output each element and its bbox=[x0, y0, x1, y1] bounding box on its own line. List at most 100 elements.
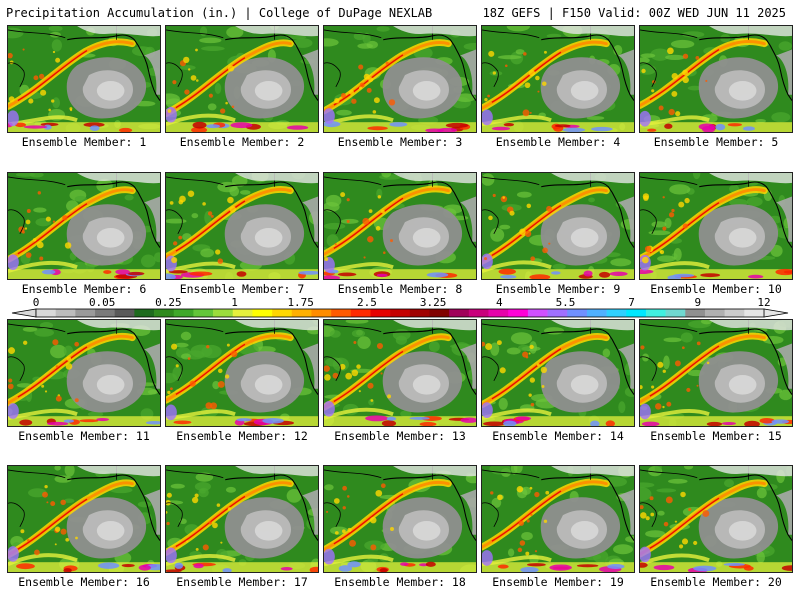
precip-map-image bbox=[482, 26, 634, 132]
colorbar-tick-label: 5.5 bbox=[556, 296, 576, 309]
ensemble-member-panel bbox=[481, 465, 635, 573]
ensemble-member-label: Ensemble Member: 8 bbox=[337, 282, 463, 296]
ensemble-member-panel bbox=[165, 172, 319, 280]
ensemble-member-panel bbox=[7, 465, 161, 573]
colorbar-swatch bbox=[665, 309, 686, 317]
ensemble-member-panel bbox=[7, 172, 161, 280]
ensemble-member-panel bbox=[639, 25, 793, 133]
ensemble-member-label: Ensemble Member: 16 bbox=[18, 575, 150, 589]
colorbar-swatch bbox=[291, 309, 312, 317]
precip-map-image bbox=[166, 466, 318, 572]
ensemble-member-label: Ensemble Member: 12 bbox=[176, 429, 308, 443]
ensemble-member-panel bbox=[323, 172, 477, 280]
ensemble-member-label: Ensemble Member: 1 bbox=[21, 135, 147, 149]
ensemble-member-label: Ensemble Member: 3 bbox=[337, 135, 463, 149]
colorbar-swatch bbox=[154, 309, 175, 317]
colorbar-swatch bbox=[193, 309, 214, 317]
colorbar-swatch bbox=[744, 309, 765, 317]
colorbar-swatch bbox=[527, 309, 548, 317]
colorbar-swatch bbox=[547, 309, 568, 317]
precip-map-image bbox=[8, 26, 160, 132]
colorbar-swatch bbox=[75, 309, 96, 317]
precip-map-image bbox=[166, 320, 318, 426]
ensemble-member-label: Ensemble Member: 6 bbox=[21, 282, 147, 296]
ensemble-member-panel bbox=[323, 25, 477, 133]
precip-map-image bbox=[640, 466, 792, 572]
colorbar-swatch bbox=[429, 309, 450, 317]
colorbar-tick-label: 1.75 bbox=[287, 296, 314, 309]
ensemble-member-panel bbox=[639, 172, 793, 280]
colorbar-swatch bbox=[626, 309, 647, 317]
precip-map-image bbox=[640, 320, 792, 426]
colorbar-tick-label: 4 bbox=[496, 296, 503, 309]
ensemble-member-label: Ensemble Member: 18 bbox=[334, 575, 466, 589]
colorbar-swatch bbox=[409, 309, 430, 317]
ensemble-member-label: Ensemble Member: 19 bbox=[492, 575, 624, 589]
ensemble-member-panel bbox=[639, 319, 793, 427]
colorbar-swatch bbox=[173, 309, 194, 317]
precip-map-image bbox=[8, 173, 160, 279]
colorbar-swatch bbox=[350, 309, 371, 317]
ensemble-member-label: Ensemble Member: 20 bbox=[650, 575, 782, 589]
colorbar-tick-label: 0.25 bbox=[155, 296, 182, 309]
colorbar-swatch bbox=[488, 309, 509, 317]
colorbar-swatch bbox=[449, 309, 470, 317]
ensemble-member-label: Ensemble Member: 15 bbox=[650, 429, 782, 443]
ensemble-member-label: Ensemble Member: 2 bbox=[179, 135, 305, 149]
precip-map-image bbox=[8, 320, 160, 426]
ensemble-member-label: Ensemble Member: 14 bbox=[492, 429, 624, 443]
colorbar-swatch bbox=[606, 309, 627, 317]
colorbar-swatch bbox=[252, 309, 273, 317]
ensemble-member-panel bbox=[165, 25, 319, 133]
ensemble-member-label: Ensemble Member: 17 bbox=[176, 575, 308, 589]
colorbar-swatch bbox=[134, 309, 155, 317]
precip-map-image bbox=[324, 173, 476, 279]
colorbar-swatch bbox=[468, 309, 489, 317]
header-valid-time: 18Z GEFS | F150 Valid: 00Z WED JUN 11 20… bbox=[482, 6, 786, 20]
precip-map-image bbox=[166, 173, 318, 279]
ensemble-member-panel bbox=[165, 465, 319, 573]
precip-map-image bbox=[324, 466, 476, 572]
colorbar-swatch bbox=[724, 309, 745, 317]
header-title: Precipitation Accumulation (in.) | Colle… bbox=[6, 6, 433, 20]
ensemble-member-panel bbox=[481, 172, 635, 280]
colorbar-tick-label: 1 bbox=[231, 296, 238, 309]
ensemble-member-panel bbox=[481, 319, 635, 427]
colorbar-swatch bbox=[213, 309, 234, 317]
colorbar-tick-label: 9 bbox=[694, 296, 701, 309]
colorbar-swatch bbox=[95, 309, 116, 317]
colorbar-tick-label: 7 bbox=[628, 296, 635, 309]
precip-map-image bbox=[640, 26, 792, 132]
colorbar-swatch bbox=[567, 309, 588, 317]
precip-map-image bbox=[8, 466, 160, 572]
colorbar-swatch bbox=[508, 309, 529, 317]
ensemble-member-label: Ensemble Member: 9 bbox=[495, 282, 621, 296]
colorbar-swatch bbox=[272, 309, 293, 317]
precip-map-image bbox=[482, 466, 634, 572]
precip-map-image bbox=[482, 320, 634, 426]
colorbar-swatch bbox=[331, 309, 352, 317]
colorbar-swatch bbox=[390, 309, 411, 317]
precip-map-image bbox=[640, 173, 792, 279]
precip-colorbar: 0 0.05 0.25 1 1.75 2.5 3.25 4 5.5 7 9 12 bbox=[10, 296, 790, 322]
ensemble-member-label: Ensemble Member: 7 bbox=[179, 282, 305, 296]
ensemble-member-panel bbox=[639, 465, 793, 573]
colorbar-swatch bbox=[685, 309, 706, 317]
ensemble-member-panel bbox=[165, 319, 319, 427]
colorbar-graphic: 0 0.05 0.25 1 1.75 2.5 3.25 4 5.5 7 9 12 bbox=[11, 296, 789, 318]
colorbar-swatch bbox=[36, 309, 56, 317]
colorbar-tick-label: 3.25 bbox=[420, 296, 447, 309]
ensemble-member-label: Ensemble Member: 10 bbox=[650, 282, 782, 296]
precip-map-image bbox=[324, 26, 476, 132]
ensemble-member-panel bbox=[323, 465, 477, 573]
ensemble-member-label: Ensemble Member: 4 bbox=[495, 135, 621, 149]
colorbar-swatch bbox=[370, 309, 391, 317]
colorbar-swatch bbox=[586, 309, 607, 317]
colorbar-swatch bbox=[645, 309, 666, 317]
colorbar-tick-label: 0 bbox=[33, 296, 40, 309]
colorbar-tick-label: 0.05 bbox=[89, 296, 116, 309]
colorbar-swatch bbox=[114, 309, 135, 317]
ensemble-member-panel bbox=[323, 319, 477, 427]
ensemble-member-label: Ensemble Member: 5 bbox=[653, 135, 779, 149]
